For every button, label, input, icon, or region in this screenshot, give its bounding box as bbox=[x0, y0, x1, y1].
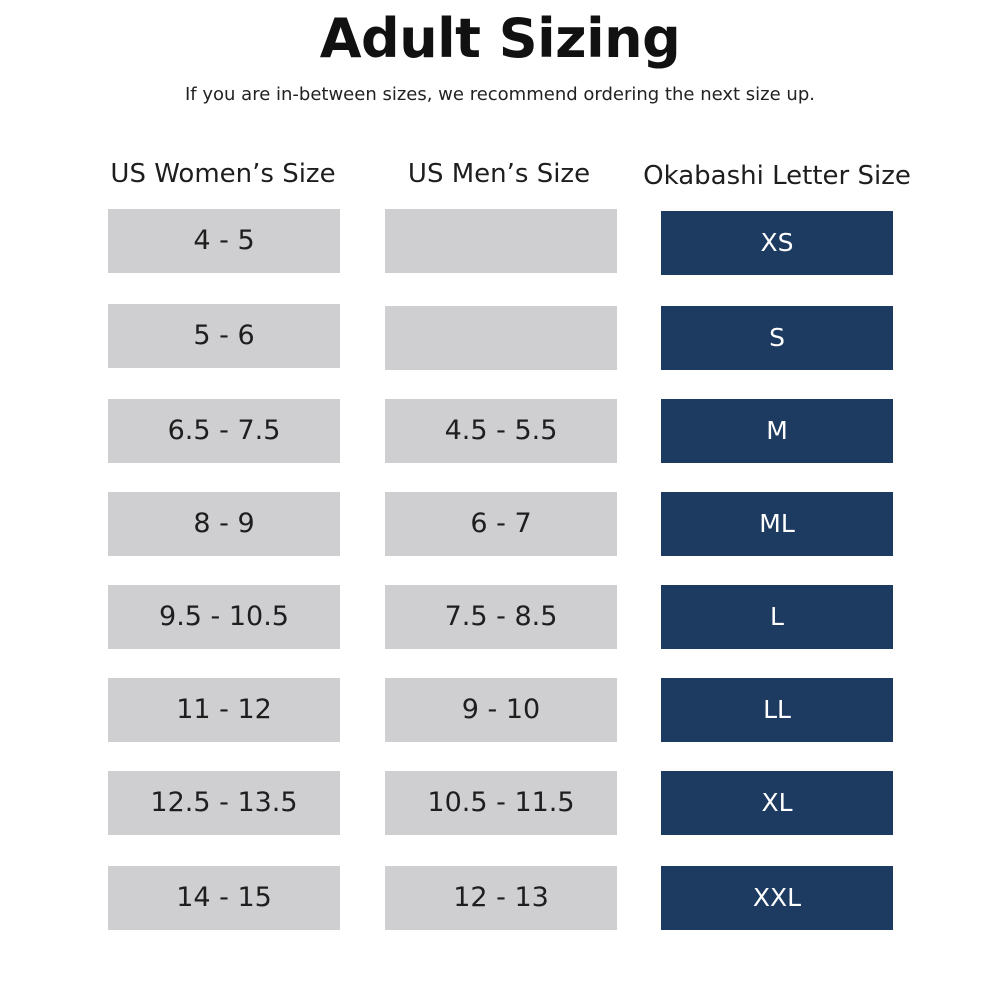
header-okabashi-letter-size: Okabashi Letter Size bbox=[643, 161, 911, 191]
womens-size-cell: 8 - 9 bbox=[108, 492, 340, 556]
womens-size-cell: 14 - 15 bbox=[108, 866, 340, 930]
letter-size-cell: XXL bbox=[661, 866, 893, 930]
letter-size-cell: S bbox=[661, 306, 893, 370]
size-row: 12.5 - 13.5 10.5 - 11.5 XL bbox=[0, 771, 1000, 835]
page-subtitle: If you are in-between sizes, we recommen… bbox=[185, 84, 815, 105]
size-row: 14 - 15 12 - 13 XXL bbox=[0, 866, 1000, 930]
size-row: 4 - 5 XS bbox=[0, 209, 1000, 275]
mens-size-cell: 7.5 - 8.5 bbox=[385, 585, 617, 649]
mens-size-cell: 9 - 10 bbox=[385, 678, 617, 742]
mens-size-cell bbox=[385, 209, 617, 273]
mens-size-cell: 4.5 - 5.5 bbox=[385, 399, 617, 463]
size-row: 6.5 - 7.5 4.5 - 5.5 M bbox=[0, 399, 1000, 463]
size-row: 9.5 - 10.5 7.5 - 8.5 L bbox=[0, 585, 1000, 649]
mens-size-cell: 12 - 13 bbox=[385, 866, 617, 930]
header-us-womens-size: US Women’s Size bbox=[110, 159, 336, 189]
page-title: Adult Sizing bbox=[319, 7, 681, 70]
letter-size-cell: XL bbox=[661, 771, 893, 835]
mens-size-cell: 6 - 7 bbox=[385, 492, 617, 556]
letter-size-cell: L bbox=[661, 585, 893, 649]
letter-size-cell: ML bbox=[661, 492, 893, 556]
womens-size-cell: 12.5 - 13.5 bbox=[108, 771, 340, 835]
letter-size-cell: M bbox=[661, 399, 893, 463]
size-row: 5 - 6 S bbox=[0, 304, 1000, 370]
size-row: 8 - 9 6 - 7 ML bbox=[0, 492, 1000, 556]
mens-size-cell bbox=[385, 306, 617, 370]
womens-size-cell: 5 - 6 bbox=[108, 304, 340, 368]
womens-size-cell: 6.5 - 7.5 bbox=[108, 399, 340, 463]
letter-size-cell: LL bbox=[661, 678, 893, 742]
womens-size-cell: 9.5 - 10.5 bbox=[108, 585, 340, 649]
womens-size-cell: 11 - 12 bbox=[108, 678, 340, 742]
mens-size-cell: 10.5 - 11.5 bbox=[385, 771, 617, 835]
size-row: 11 - 12 9 - 10 LL bbox=[0, 678, 1000, 742]
letter-size-cell: XS bbox=[661, 211, 893, 275]
womens-size-cell: 4 - 5 bbox=[108, 209, 340, 273]
header-us-mens-size: US Men’s Size bbox=[407, 159, 591, 189]
